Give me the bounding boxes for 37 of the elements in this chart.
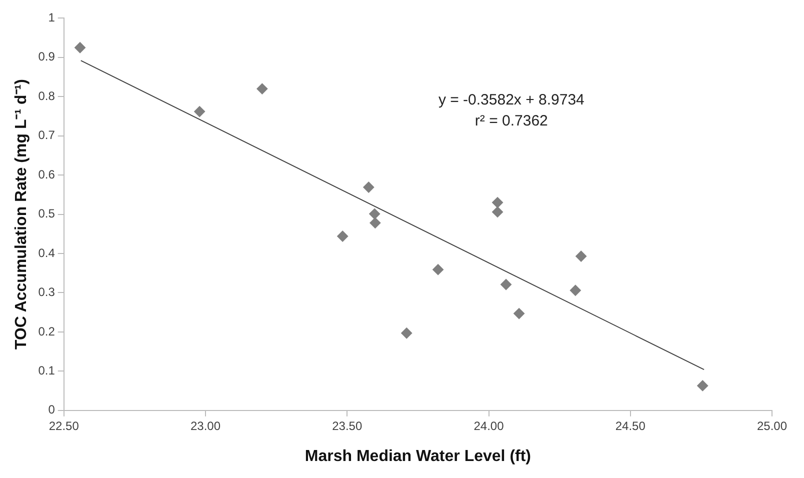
x-tick-label: 24.00: [474, 418, 504, 433]
point: [697, 380, 708, 392]
x-tick-label: 22.50: [48, 418, 80, 433]
point: [370, 217, 381, 228]
y-tick-label: 1: [48, 10, 56, 25]
x-tick-label: 25.00: [756, 418, 788, 433]
x-axis-title: Marsh Median Water Level (ft): [304, 448, 531, 465]
point: [570, 284, 581, 296]
point: [514, 308, 525, 320]
annotation: y = -0.3582x + 8.9734: [438, 92, 584, 109]
y-tick-label: 0.9: [38, 50, 56, 64]
y-tick-label: 0.6: [38, 167, 56, 182]
y-tick-label: 0.8: [38, 88, 56, 103]
y-tick-label: 0.3: [38, 285, 56, 300]
point: [363, 182, 374, 193]
y-axis-title: TOC Accumulation Rate (mg L⁻¹ d⁻¹): [13, 79, 30, 350]
x-tick-label: 23.50: [332, 418, 362, 433]
y-tick-label: 0.1: [38, 363, 56, 378]
point: [576, 250, 587, 262]
y-tick-label: 0: [48, 402, 56, 417]
y-tick-label: 0.7: [38, 128, 56, 142]
point: [369, 208, 380, 220]
y-tick-label: 0.4: [38, 246, 56, 260]
point: [401, 328, 412, 339]
point: [194, 106, 206, 118]
point: [500, 279, 512, 290]
x-tick-label: 24.50: [615, 418, 646, 433]
x-tick-label: 23.00: [190, 418, 221, 433]
point: [256, 83, 268, 94]
y-tick-label: 0.2: [38, 324, 56, 338]
point: [492, 206, 504, 218]
point: [74, 42, 86, 54]
y-tick-label: 0.5: [38, 206, 56, 221]
point: [492, 197, 504, 208]
point: [432, 264, 444, 276]
annotation: r² = 0.7362: [474, 112, 548, 130]
point: [337, 230, 348, 242]
